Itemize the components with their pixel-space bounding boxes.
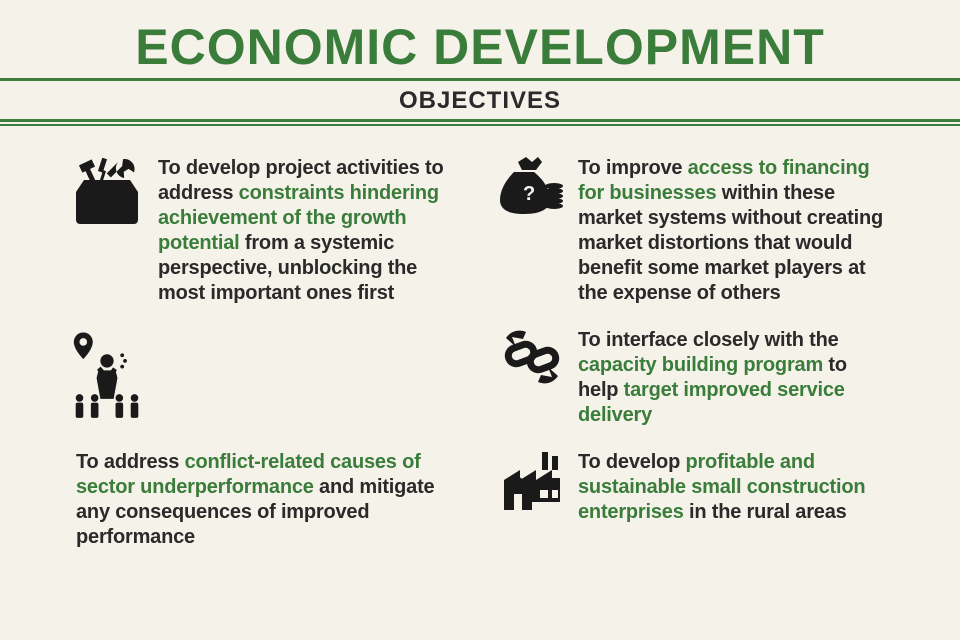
objective-item: To address conflict-related causes of se… [70,450,460,550]
toolbox-icon [70,156,144,226]
bottom-row: To address conflict-related causes of se… [70,450,890,572]
moneybag-icon: ? [500,156,564,216]
left-column: To develop project activities to address… [70,156,460,450]
objective-text: To address conflict-related causes of se… [76,450,460,550]
objective-text: To develop profitable and sustainable sm… [578,450,890,525]
right-column: ? To improve access to financing for bus… [500,156,890,450]
header: ECONOMIC DEVELOPMENT OBJECTIVES [0,0,960,126]
chain-icon [500,328,564,386]
objectives-grid: To develop project activities to address… [0,128,960,572]
page-title: ECONOMIC DEVELOPMENT [0,18,960,76]
page-subtitle: OBJECTIVES [0,87,960,115]
divider [0,124,960,126]
objective-item: ? To improve access to financing for bus… [500,156,890,306]
objective-text: To develop project activities to address… [158,156,460,306]
objective-text: To interface closely with the capacity b… [578,328,890,428]
objective-item: To develop profitable and sustainable sm… [500,450,890,550]
objective-text: To improve access to financing for busin… [578,156,890,306]
svg-text:?: ? [523,183,535,205]
objective-item [70,328,460,428]
objective-item: To interface closely with the capacity b… [500,328,890,428]
divider [0,78,960,81]
factory-icon [500,450,564,512]
divider [0,119,960,122]
objective-item: To develop project activities to address… [70,156,460,306]
people-icon [70,328,144,428]
